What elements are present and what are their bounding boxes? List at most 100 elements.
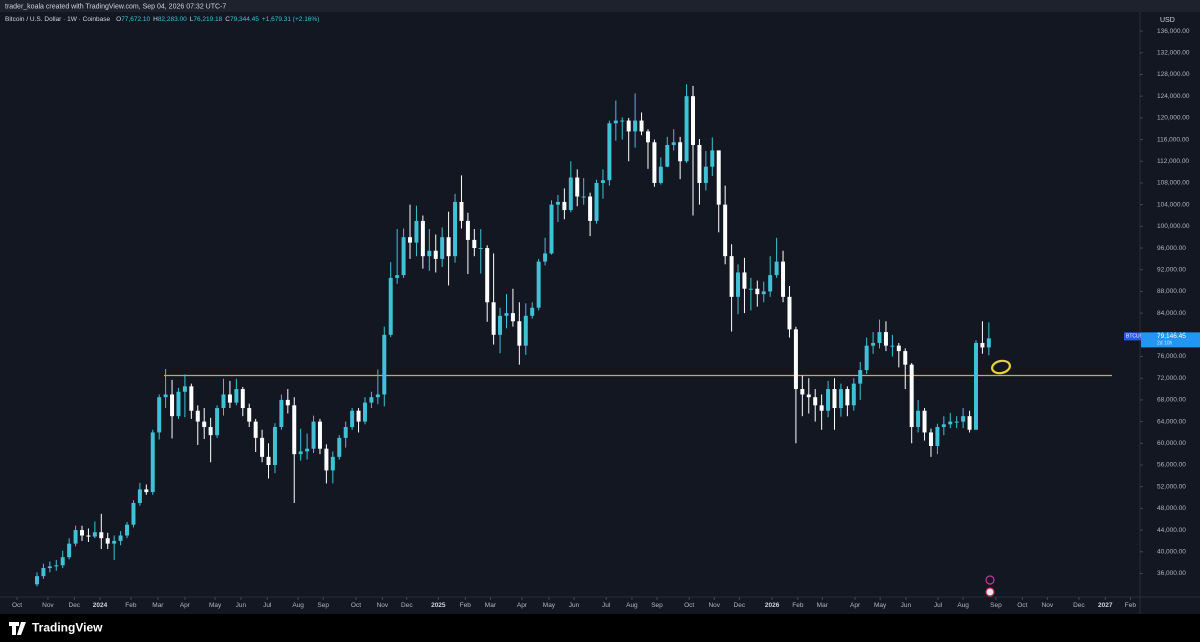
footer-bar [0,614,1200,642]
y-tick-label: 132,000.00 [1157,50,1190,57]
candle-body [459,201,464,221]
candle-body [491,302,496,335]
candle-body [845,389,850,406]
candle-body [543,253,548,262]
event-icon [985,575,995,585]
x-tick-label: May [874,602,887,609]
candle-body [324,448,329,471]
x-tick-label: Aug [292,602,304,609]
candle-body [851,383,856,406]
y-tick-label: 48,000.00 [1157,505,1186,512]
x-tick-label: Aug [957,602,969,609]
candle-body [144,489,149,493]
candle-body [639,120,644,132]
y-tick-label: 64,000.00 [1157,418,1186,425]
x-tick-label: Nov [1042,602,1054,609]
candle-body [112,540,117,544]
candle-body [883,332,888,346]
candle-body [388,277,393,335]
candle-body [813,397,818,406]
x-tick-label: Aug [626,602,638,609]
x-tick-label: Oct [684,602,694,609]
candle-body [311,421,316,449]
x-tick-label: Oct [1017,602,1027,609]
candle-body [279,399,284,428]
candle-body [626,120,631,132]
x-tick-label: Mar [817,602,829,609]
candle-body [838,389,843,409]
candle-body [800,389,805,395]
y-tick-label: 40,000.00 [1157,548,1186,555]
candle-body [350,410,355,428]
header-bar [0,0,1200,12]
x-tick-label: Jul [602,602,611,609]
candle-body [742,272,747,289]
candle-body [498,315,503,335]
candle-body [208,427,213,436]
x-tick-label: Jul [934,602,943,609]
y-tick-label: 116,000.00 [1157,136,1189,143]
candle-body [903,351,908,365]
candle-body [34,576,39,585]
x-tick-label: Feb [125,602,137,609]
x-tick-label: Feb [460,602,472,609]
legend-key: O [116,16,121,23]
x-tick-label: Dec [734,602,746,609]
candle-body [240,389,245,409]
legend-key: L [190,16,194,23]
candle-body [362,402,367,422]
candle-body [703,166,708,183]
candle-body [645,131,650,143]
candle-body [607,123,612,181]
candle-body [896,345,901,352]
candle-body [916,410,921,428]
header-text: trader_koala created with TradingView.co… [5,3,226,10]
candle-body [793,329,798,390]
y-tick-label: 52,000.00 [1157,483,1186,490]
y-tick-label: 44,000.00 [1157,527,1186,534]
candle-body [510,313,515,322]
event-icon [985,587,995,597]
candle-body [472,239,477,249]
candle-body [697,144,702,183]
candle-body [420,220,425,257]
candle-body [330,456,335,471]
candle-body [285,399,290,406]
candle-body [465,220,470,240]
x-tick-label: 2027 [1098,602,1113,609]
logo-mark [9,622,26,635]
candle-body [877,332,882,343]
candle-body [665,144,670,167]
x-tick-label: 2024 [93,602,108,609]
hand-drawn-circle [991,359,1011,375]
x-tick-label: 2026 [765,602,780,609]
candle-body [446,237,451,257]
y-tick-label: 104,000.00 [1157,201,1190,208]
x-tick-label: 2025 [431,602,446,609]
candle-body [954,421,959,423]
candle-body [253,421,258,438]
candle-body [774,261,779,276]
candle-body [710,150,715,167]
price-tag-symbol: BTCUSD [1126,334,1147,340]
candle-body [395,275,400,278]
candle-body [658,166,663,183]
candle-body [189,386,194,411]
candle-body [195,410,200,422]
price-tag-bg [1124,332,1141,341]
candle-body [176,391,181,417]
candle-body [909,364,914,428]
candle-body [118,535,123,541]
x-tick-label: Jul [263,602,272,609]
price-tag-price: 79,146.45 [1157,333,1186,340]
candle-body [678,142,683,162]
y-tick-label: 36,000.00 [1157,570,1186,577]
candle-body [92,532,97,537]
y-tick-label: 120,000.00 [1157,115,1190,122]
candle-body [652,142,657,183]
candle-body [41,568,46,577]
candle-body [86,535,91,537]
candle-body [247,408,252,422]
